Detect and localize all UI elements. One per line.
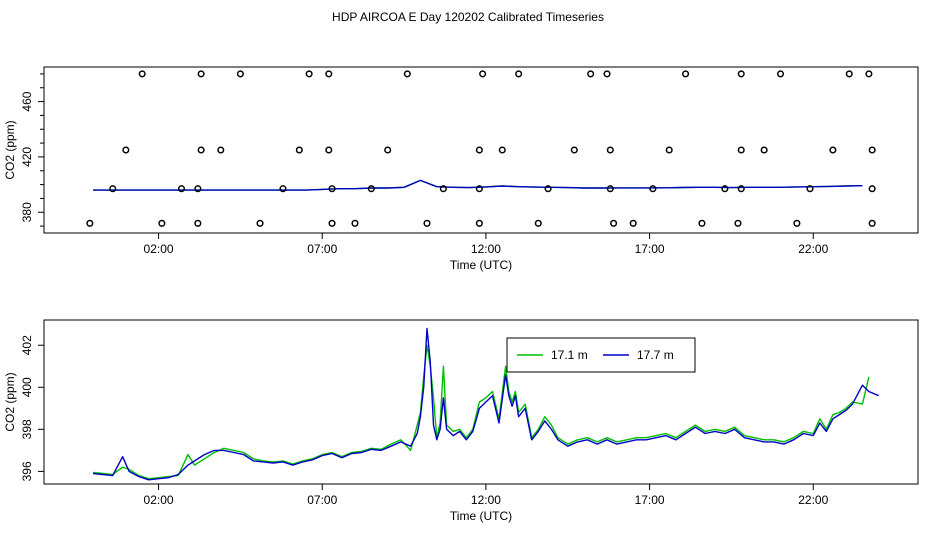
x-tick-label: 07:00 [307, 242, 337, 256]
data-point [515, 70, 523, 78]
data-point [665, 146, 673, 154]
x-tick-label: 22:00 [798, 242, 828, 256]
data-point [138, 70, 146, 78]
data-point [122, 146, 130, 154]
data-point [194, 185, 202, 193]
data-point [698, 219, 706, 227]
y-axis-label: CO2 (ppm) [3, 372, 17, 431]
y-axis-label: CO2 (ppm) [3, 120, 17, 179]
data-point [217, 146, 225, 154]
data-point [868, 146, 876, 154]
panel-bottom: 02:00 07:00 12:00 17:00 22:00 396 398 400 402 Tim… [3, 319, 919, 523]
series-line-2 [93, 327, 879, 481]
data-point [325, 70, 333, 78]
x-tick-label: 07:00 [307, 493, 337, 507]
x-tick-label: 02:00 [144, 242, 174, 256]
data-point [868, 219, 876, 227]
data-point [351, 219, 359, 227]
data-point [868, 185, 876, 193]
y-tick-label: 396 [20, 461, 34, 481]
data-point [158, 219, 166, 227]
legend-label-2: 17.7 m [637, 348, 674, 362]
x-tick-label: 12:00 [471, 242, 501, 256]
data-point [177, 185, 186, 193]
y-tick-label: 398 [20, 419, 34, 439]
data-point [606, 185, 614, 193]
data-point [439, 185, 447, 193]
data-point [194, 219, 202, 227]
y-tick-label: 380 [20, 202, 34, 222]
data-point [845, 70, 853, 78]
y-tick-label: 460 [20, 91, 34, 111]
data-point [610, 219, 618, 227]
data-point [403, 70, 411, 78]
chart-title: HDP AIRCOA E Day 120202 Calibrated Times… [332, 10, 604, 24]
data-point [737, 70, 745, 78]
data-point [629, 219, 637, 227]
data-point [806, 185, 814, 193]
x-tick-label: 12:00 [471, 493, 501, 507]
y-tick-label: 402 [20, 335, 34, 355]
data-point [603, 70, 611, 78]
series-line-1 [93, 344, 870, 480]
data-point [305, 70, 313, 78]
data-point [760, 146, 768, 154]
x-axis-label: Time (UTC) [450, 258, 512, 272]
data-point [328, 219, 336, 227]
data-point [384, 146, 392, 154]
data-point [829, 146, 837, 154]
data-point [475, 146, 483, 154]
data-point [236, 70, 244, 78]
plot-frame [43, 319, 919, 485]
data-point [606, 146, 614, 154]
data-point [423, 219, 431, 227]
data-point [734, 219, 742, 227]
x-tick-label: 22:00 [798, 493, 828, 507]
data-point [109, 185, 117, 193]
data-point [367, 185, 375, 193]
x-tick-label: 17:00 [635, 242, 665, 256]
data-point [737, 146, 745, 154]
data-point [328, 185, 336, 193]
data-point [737, 185, 745, 193]
data-point [776, 70, 785, 78]
data-point [793, 219, 801, 227]
data-point [279, 185, 287, 193]
data-point [544, 185, 552, 193]
data-point [325, 146, 333, 154]
data-point [682, 70, 690, 78]
series-line-1 [93, 179, 863, 191]
x-tick-label: 17:00 [635, 493, 665, 507]
data-point [498, 146, 506, 154]
data-point [475, 219, 483, 227]
data-point [721, 185, 729, 193]
data-point [649, 185, 657, 193]
legend-label-1: 17.1 m [551, 348, 588, 362]
data-point [570, 146, 578, 154]
panel-top: 02:00 07:00 12:00 17:00 22:00 380 420 460 Time (… [3, 66, 919, 272]
data-point [295, 146, 303, 154]
data-point [256, 219, 264, 227]
data-point [197, 146, 205, 154]
data-point [479, 70, 487, 78]
x-axis-label: Time (UTC) [450, 509, 512, 523]
series-line-2 [93, 179, 863, 191]
data-point [475, 185, 483, 193]
data-point [534, 219, 542, 227]
data-point [197, 70, 205, 78]
x-tick-label: 02:00 [144, 493, 174, 507]
y-tick-label: 420 [20, 147, 34, 167]
plot-frame [43, 66, 919, 234]
data-point [86, 219, 94, 227]
data-point [587, 70, 595, 78]
y-tick-label: 400 [20, 377, 34, 397]
data-point [865, 70, 873, 78]
